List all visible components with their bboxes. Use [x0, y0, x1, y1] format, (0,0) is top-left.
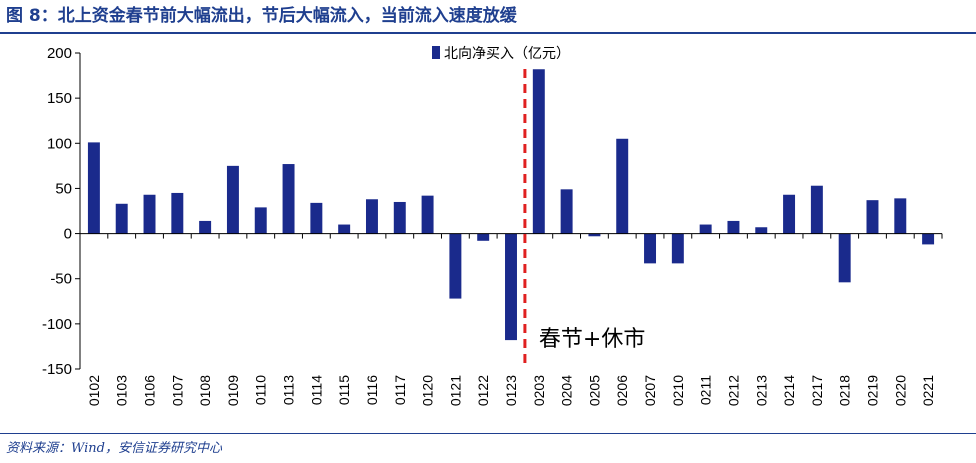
x-tick-label: 0217	[809, 375, 825, 406]
x-tick-label: 0207	[642, 375, 658, 406]
y-tick-label: -100	[42, 316, 72, 333]
x-tick-label: 0210	[670, 375, 686, 406]
bar-0113	[282, 164, 295, 234]
x-tick-label: 0213	[753, 375, 769, 406]
bar-0107	[171, 192, 184, 234]
x-tick-label: 0204	[559, 375, 575, 406]
bar-0115	[338, 224, 351, 234]
bar-0203	[532, 69, 545, 234]
bar-0221	[922, 233, 935, 245]
x-tick-label: 0214	[781, 375, 797, 406]
bar-0211	[699, 224, 712, 234]
bar-0213	[755, 227, 768, 234]
x-tick-label: 0206	[614, 375, 630, 406]
bar-0122	[477, 233, 490, 241]
bar-0123	[505, 233, 517, 341]
legend: 北向净买入（亿元）	[432, 46, 570, 62]
y-tick-label: 50	[55, 180, 72, 197]
x-tick-label: 0107	[169, 375, 185, 406]
y-tick-label: 150	[47, 90, 72, 107]
bar-0108	[199, 220, 212, 234]
bar-0207	[644, 233, 657, 264]
y-tick-label: -150	[42, 361, 72, 378]
bar-0210	[671, 233, 684, 264]
bar-0114	[310, 202, 323, 234]
x-tick-label: 0120	[420, 375, 436, 406]
bar-0217	[810, 185, 823, 234]
x-tick-label: 0219	[864, 375, 880, 406]
x-tick-label: 0122	[475, 375, 491, 406]
x-tick-label: 0106	[142, 375, 158, 406]
x-tick-label: 0113	[281, 375, 297, 405]
bar-0206	[616, 138, 629, 234]
title-underline	[0, 32, 976, 34]
x-tick-label: 0117	[392, 375, 408, 405]
legend-swatch	[432, 46, 440, 59]
x-tick-label: 0102	[86, 375, 102, 406]
y-tick-label: -50	[50, 271, 72, 288]
bar-0212	[727, 220, 740, 234]
bar-0204	[560, 189, 573, 234]
bars-group	[87, 69, 935, 341]
x-tick-label: 0205	[586, 375, 602, 406]
x-tick-label: 0212	[725, 375, 741, 406]
bar-0106	[143, 194, 156, 234]
x-tick-label: 0114	[308, 375, 324, 405]
x-axis: 0102 0103 0106 0107 0108 0109 0110 0113 0114 0115…	[79, 233, 943, 406]
legend-label: 北向净买入（亿元）	[444, 46, 570, 62]
bar-0103	[115, 203, 128, 234]
figure-title: 图 8：北上资金春节前大幅流出，节后大幅流入，当前流入速度放缓	[6, 6, 517, 26]
x-tick-label: 0110	[253, 375, 269, 405]
bar-0120	[421, 195, 434, 234]
source-note: 资料来源：Wind，安信证券研究中心	[6, 441, 222, 456]
y-tick-label: 100	[47, 135, 72, 152]
y-tick-label: 200	[47, 45, 72, 62]
holiday-label: 春节+休市	[539, 327, 645, 352]
x-tick-label: 0108	[197, 375, 213, 406]
x-tick-label: 0116	[364, 375, 380, 405]
x-tick-label: 0121	[447, 375, 463, 406]
y-tick-label: 0	[64, 226, 72, 243]
x-tick-label: 0123	[503, 375, 519, 406]
bar-0109	[226, 165, 239, 234]
bar-0218	[838, 233, 851, 283]
x-tick-label: 0211	[698, 375, 714, 405]
x-tick-label: 0109	[225, 375, 241, 406]
bar-0102	[87, 142, 100, 234]
bar-0116	[365, 199, 378, 234]
holiday-annotation: 春节+休市	[523, 69, 645, 369]
x-tick-label: 0221	[920, 375, 936, 406]
x-tick-label: 0203	[531, 375, 547, 406]
bar-0220	[894, 198, 907, 234]
x-tick-label: 0220	[892, 375, 908, 406]
source-divider	[0, 433, 976, 434]
x-tick-label: 0115	[336, 375, 352, 405]
bar-0205	[588, 233, 601, 237]
bar-0214	[783, 194, 796, 234]
bar-0117	[393, 201, 406, 234]
x-tick-label: 0103	[114, 375, 130, 406]
bar-0110	[254, 207, 267, 234]
y-axis: -150 -100 -50 0 50 100 150 200	[42, 45, 81, 378]
bar-0121	[449, 233, 462, 299]
x-tick-label: 0218	[837, 375, 853, 406]
bar-0219	[866, 200, 879, 234]
